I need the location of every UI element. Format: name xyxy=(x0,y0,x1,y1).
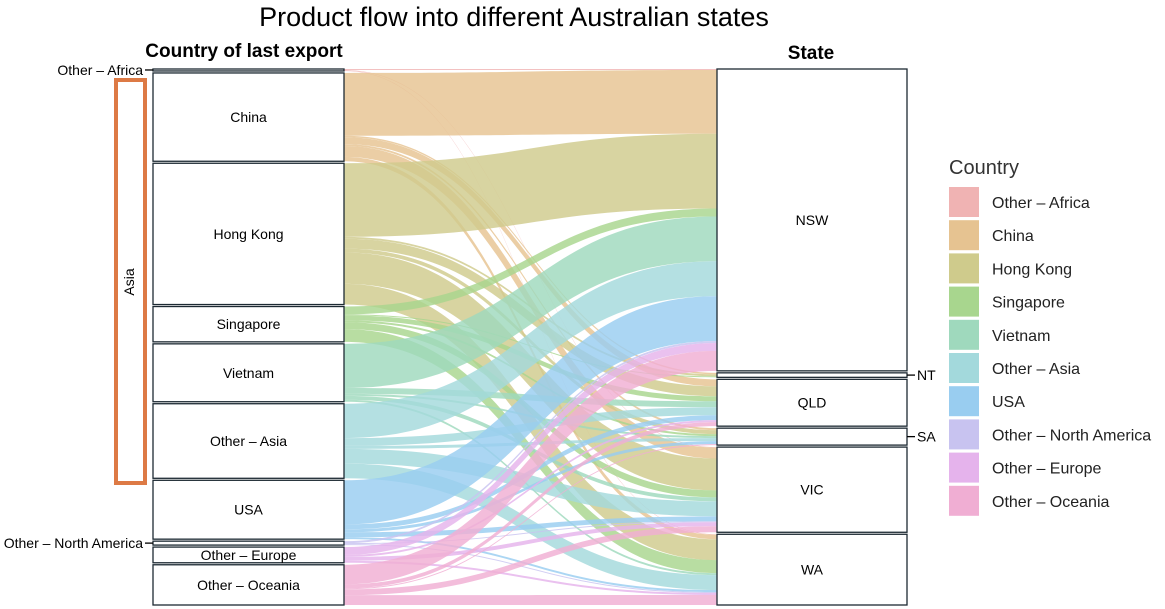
node-hong-kong xyxy=(152,162,345,306)
flow-other-oceania-to-qld xyxy=(344,422,717,589)
legend-swatch-hong-kong xyxy=(949,253,979,284)
flow-usa-to-sa xyxy=(344,441,717,533)
flow-ribbons xyxy=(344,69,717,605)
flow-usa-to-nsw xyxy=(344,296,717,525)
node-label-qld: QLD xyxy=(798,395,827,411)
node-label-hong-kong: Hong Kong xyxy=(213,226,283,242)
legend-swatch-other-oceania xyxy=(949,485,979,516)
asia-group-bracket xyxy=(114,78,147,485)
flow-other-asia-to-nsw xyxy=(344,261,717,439)
node-label-nt: NT xyxy=(917,367,936,383)
legend-swatch-usa xyxy=(949,386,979,417)
flow-other-north-america-to-nsw xyxy=(344,340,717,544)
flow-other-oceania-to-nsw xyxy=(344,350,717,585)
flow-other-europe-to-qld xyxy=(344,420,717,557)
node-china xyxy=(152,72,345,162)
node-nt xyxy=(716,372,908,378)
legend-label-china: China xyxy=(992,228,1034,245)
node-vic xyxy=(716,446,908,533)
left-axis-title: Country of last export xyxy=(145,41,343,62)
node-label-sa: SA xyxy=(917,429,936,445)
legend-label-singapore: Singapore xyxy=(992,295,1065,312)
node-other-north-america xyxy=(152,540,345,546)
node-label-other-africa: Other – Africa xyxy=(57,62,143,78)
node-label-singapore: Singapore xyxy=(217,316,281,332)
flow-other-north-america-to-wa xyxy=(344,544,717,594)
node-other-africa xyxy=(152,68,345,72)
node-label-nsw: NSW xyxy=(796,212,829,228)
flow-singapore-to-sa xyxy=(344,320,717,437)
legend-swatch-china xyxy=(949,220,979,251)
node-usa xyxy=(152,479,345,540)
node-label-wa: WA xyxy=(801,562,824,578)
legend-swatch-other-africa xyxy=(949,187,979,217)
flow-other-europe-to-vic xyxy=(344,522,717,561)
node-label-vietnam: Vietnam xyxy=(223,365,274,381)
flow-other-europe-to-nsw xyxy=(344,342,717,555)
flow-hong-kong-to-vic xyxy=(344,252,717,491)
node-label-vic: VIC xyxy=(800,482,823,498)
legend-label-other-asia: Other – Asia xyxy=(992,361,1080,378)
node-nsw xyxy=(716,68,908,372)
legend-label-vietnam: Vietnam xyxy=(992,328,1050,345)
flow-other-europe-to-wa xyxy=(344,560,717,596)
flow-china-to-nt xyxy=(344,135,717,375)
legend-swatch-other-north-america xyxy=(949,419,979,450)
node-label-china: China xyxy=(230,109,267,125)
right-axis-title: State xyxy=(788,43,834,64)
flow-vietnam-to-nsw xyxy=(344,216,717,388)
flow-usa-to-wa xyxy=(344,537,717,593)
flow-other-africa-to-nsw xyxy=(344,69,717,70)
node-label-usa: USA xyxy=(234,502,263,518)
asia-group-label: Asia xyxy=(121,268,137,295)
node-singapore xyxy=(152,305,345,343)
node-label-other-asia: Other – Asia xyxy=(210,433,287,449)
legend-swatch-singapore xyxy=(949,286,979,317)
flow-china-to-nsw xyxy=(344,69,717,136)
flow-hong-kong-to-nsw xyxy=(344,133,717,237)
node-vietnam xyxy=(152,343,345,403)
flow-other-oceania-to-sa xyxy=(344,444,717,590)
legend-label-hong-kong: Hong Kong xyxy=(992,261,1072,278)
node-other-oceania xyxy=(152,564,345,606)
legend-swatch-other-europe xyxy=(949,452,979,483)
flow-singapore-to-nsw xyxy=(344,208,717,315)
chart-title: Product flow into different Australian s… xyxy=(259,2,769,32)
node-wa xyxy=(716,533,908,606)
flow-other-north-america-to-vic xyxy=(344,521,717,545)
state-nodes: NSW NT QLD SA VIC WA xyxy=(716,68,936,606)
legend-swatch-other-asia xyxy=(949,353,979,383)
flow-other-oceania-to-wa xyxy=(344,595,717,605)
legend: Country Other – Africa China Hong Kong Sing… xyxy=(949,157,1151,516)
node-label-other-north-america: Other – North America xyxy=(4,535,143,551)
node-label-other-oceania: Other – Oceania xyxy=(197,577,300,593)
legend-label-other-north-america: Other – North America xyxy=(992,427,1151,444)
node-sa xyxy=(716,427,908,446)
legend-label-other-oceania: Other – Oceania xyxy=(992,494,1110,511)
country-nodes: Other – Africa China Hong Kong Singapore Vie… xyxy=(4,62,345,606)
node-qld xyxy=(716,378,908,427)
legend-label-other-africa: Other – Africa xyxy=(992,195,1090,212)
legend-swatch-vietnam xyxy=(949,319,979,350)
legend-label-other-europe: Other – Europe xyxy=(992,461,1102,478)
node-other-europe xyxy=(152,546,345,564)
node-other-asia xyxy=(152,403,345,479)
legend-label-usa: USA xyxy=(992,394,1025,411)
legend-title: Country xyxy=(949,157,1019,179)
node-label-other-europe: Other – Europe xyxy=(201,547,297,563)
flow-other-oceania-to-vic xyxy=(344,526,717,596)
